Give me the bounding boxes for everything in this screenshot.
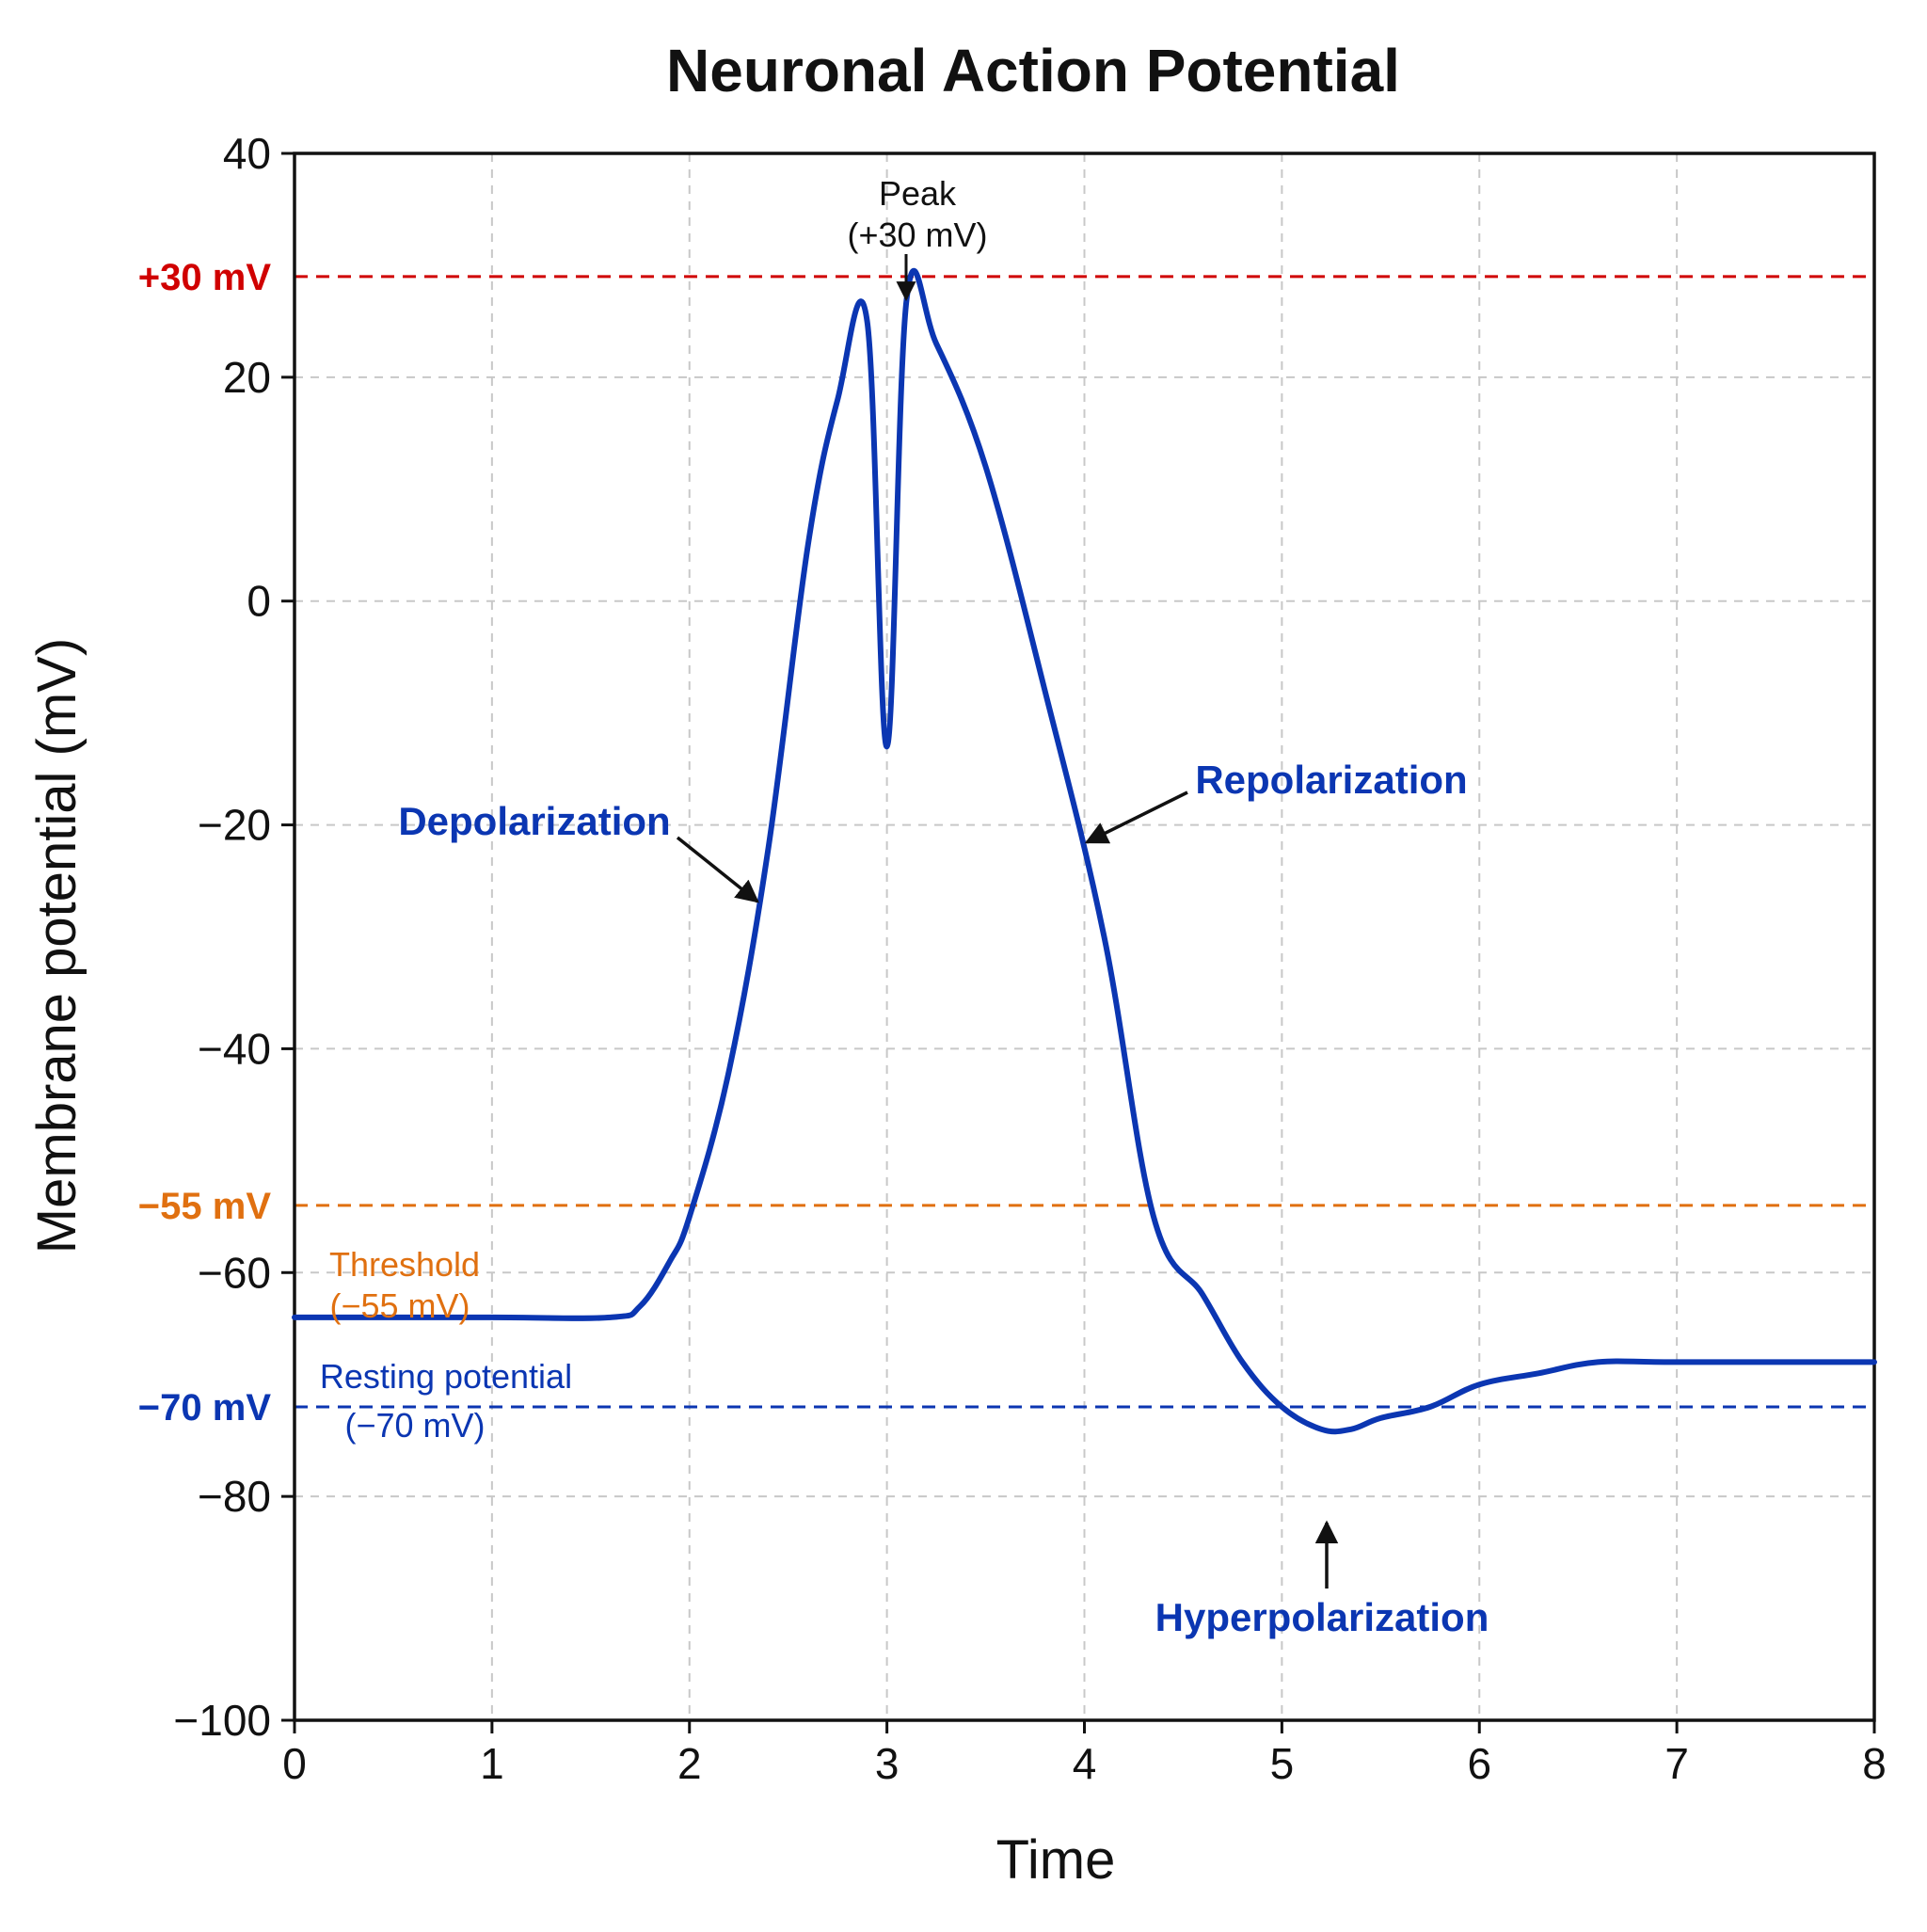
y-tick-label: 40 <box>223 129 271 178</box>
repolarization-arrow <box>1084 790 1188 844</box>
reference-label-threshold: −55 mV <box>138 1186 272 1227</box>
x-tick-label: 2 <box>677 1739 702 1788</box>
y-tick-label: 20 <box>223 353 271 402</box>
y-tick-label: −40 <box>198 1024 271 1073</box>
y-tick-label: 0 <box>247 577 271 626</box>
reference-lines: +30 mV −55 mV −70 mV <box>138 257 1874 1429</box>
x-tick-label: 7 <box>1664 1739 1689 1788</box>
y-tick-label: −100 <box>173 1696 271 1745</box>
series-layer <box>292 267 1877 1435</box>
resting-annotation-line1: Resting potential <box>320 1357 572 1396</box>
hyperpolarization-label: Hyperpolarization <box>1155 1595 1489 1639</box>
peak-annotation-line1: Peak <box>879 174 957 213</box>
y-tick-label: −20 <box>198 801 271 850</box>
threshold-annotation-line1: Threshold <box>329 1245 480 1284</box>
y-tick-label: −80 <box>198 1472 271 1521</box>
chart-title: Neuronal Action Potential <box>666 37 1400 104</box>
grid-layer <box>295 153 1874 1720</box>
y-tick-label: −60 <box>198 1248 271 1297</box>
x-tick-label: 1 <box>480 1739 504 1788</box>
x-tick-label: 4 <box>1073 1739 1097 1788</box>
reference-label-peak: +30 mV <box>138 257 272 298</box>
peak-annotation-line2: (+30 mV) <box>847 216 987 254</box>
threshold-annotation-line2: (−55 mV) <box>329 1286 470 1325</box>
depolarization-arrow <box>676 836 759 903</box>
membrane-potential-curve <box>292 267 1877 1435</box>
resting-annotation-line2: (−70 mV) <box>344 1406 485 1445</box>
repolarization-label: Repolarization <box>1195 758 1467 802</box>
x-tick-label: 6 <box>1467 1739 1491 1788</box>
x-tick-label: 5 <box>1270 1739 1295 1788</box>
reference-label-resting: −70 mV <box>138 1387 272 1429</box>
axes <box>281 152 1876 1733</box>
x-tick-label: 8 <box>1862 1739 1887 1788</box>
x-axis-title: Time <box>996 1829 1116 1891</box>
x-tick-label: 3 <box>875 1739 900 1788</box>
x-tick-label: 0 <box>282 1739 307 1788</box>
depolarization-label: Depolarization <box>398 799 670 843</box>
y-axis-title: Membrane potential (mV) <box>26 638 88 1253</box>
